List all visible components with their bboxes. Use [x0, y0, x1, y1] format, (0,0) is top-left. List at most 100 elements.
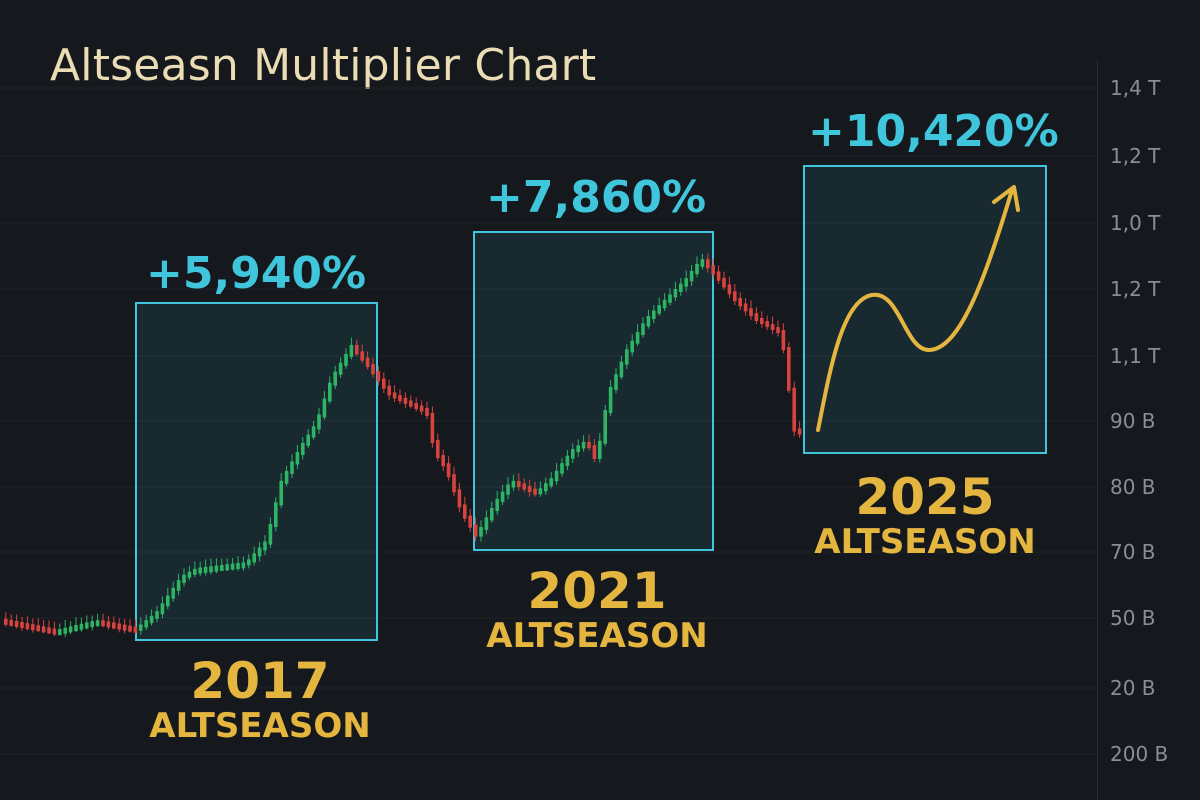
candle-body: [441, 455, 445, 467]
candle-body: [608, 386, 613, 414]
candle-body: [716, 271, 721, 281]
candle-body: [527, 486, 532, 493]
candle-body: [301, 442, 305, 455]
candle-body: [614, 374, 618, 390]
candle-body: [727, 284, 732, 295]
candle-body: [193, 568, 197, 575]
candle-body: [436, 440, 440, 459]
candle-body: [20, 622, 24, 629]
candle-body: [452, 474, 456, 493]
candle-body: [257, 547, 262, 557]
year-label-2025: 2025: [855, 468, 995, 526]
candle-body: [171, 587, 175, 599]
candle-body: [760, 318, 764, 325]
candle-body: [209, 566, 213, 573]
change-label-2025: +10,420%: [808, 106, 1059, 157]
candle-body: [689, 271, 694, 282]
candle-body: [792, 387, 796, 432]
candle-body: [711, 265, 715, 275]
candle-body: [630, 340, 634, 353]
candle-body: [706, 259, 710, 269]
candle-body: [176, 580, 181, 591]
candle-body: [506, 484, 510, 495]
candle-body: [63, 627, 67, 634]
candle-body: [722, 277, 726, 288]
candle-body: [500, 491, 505, 502]
candle-body: [139, 624, 143, 631]
candle-body: [495, 498, 499, 512]
candle-body: [365, 357, 370, 368]
candle-body: [635, 332, 640, 344]
candle-body: [754, 313, 759, 321]
candle-body: [360, 351, 364, 361]
candle-body: [554, 470, 559, 482]
candle-body: [247, 559, 251, 566]
candle-body: [549, 478, 553, 487]
altseason-label-2025: ALTSEASON: [814, 522, 1036, 562]
candle-body: [576, 445, 580, 453]
candle-body: [522, 483, 526, 490]
candle-body: [679, 283, 683, 292]
candle-body: [36, 625, 40, 632]
candle-body: [376, 371, 381, 382]
altseason-label-2017: ALTSEASON: [149, 706, 371, 746]
candle-body: [749, 308, 753, 317]
change-label-2017: +5,940%: [146, 248, 367, 299]
candle-body: [31, 624, 35, 631]
candle-body: [382, 378, 386, 389]
candle-body: [533, 488, 537, 495]
candle-body: [733, 291, 737, 301]
candle-body: [387, 385, 391, 396]
candle-body: [187, 571, 192, 578]
candle-body: [333, 371, 337, 386]
y-tick-label: 20 B: [1110, 676, 1156, 700]
candle-body: [263, 541, 267, 551]
candle-body: [463, 504, 467, 519]
grid-lines: [0, 87, 1097, 755]
candle-body: [198, 567, 202, 574]
candle-body: [338, 362, 343, 375]
candle-body: [117, 623, 121, 630]
candle-body: [274, 502, 278, 527]
candle-body: [295, 452, 300, 465]
candle-body: [47, 627, 51, 634]
candle-body: [662, 299, 667, 309]
candle-body: [311, 426, 316, 438]
candle-body: [241, 562, 246, 569]
candle-body: [225, 564, 229, 571]
candle-body: [668, 294, 672, 303]
candle-body: [90, 621, 94, 628]
candle-body: [306, 434, 310, 446]
y-tick-label: 70 B: [1110, 540, 1156, 564]
candle-body: [41, 626, 46, 633]
y-tick-label: 1,1 T: [1110, 344, 1161, 368]
candle-body: [220, 564, 224, 571]
year-label-2021: 2021: [527, 562, 667, 620]
candle-body: [392, 392, 397, 399]
candle-body: [592, 445, 597, 459]
candle-body: [95, 620, 100, 627]
candle-body: [581, 441, 586, 449]
candle-body: [128, 625, 132, 632]
candle-body: [112, 622, 116, 629]
candle-body: [587, 441, 591, 449]
candlestick-series: [4, 253, 802, 638]
highlight-box-2017: [135, 302, 378, 641]
candle-body: [344, 353, 348, 366]
candle-body: [695, 263, 699, 275]
candle-body: [684, 278, 688, 287]
candle-body: [322, 398, 327, 418]
candle-body: [430, 413, 435, 443]
candle-body: [641, 323, 645, 336]
candle-body: [9, 619, 13, 626]
y-tick-label: 200 B: [1110, 742, 1169, 766]
candle-body: [52, 628, 57, 635]
candle-body: [625, 349, 629, 365]
candle-body: [409, 400, 413, 407]
candle-body: [230, 563, 235, 570]
y-tick-label: 1,2 T: [1110, 144, 1161, 168]
candle-body: [101, 620, 105, 627]
candle-body: [166, 595, 170, 607]
y-tick-label: 1,2 T: [1110, 277, 1161, 301]
